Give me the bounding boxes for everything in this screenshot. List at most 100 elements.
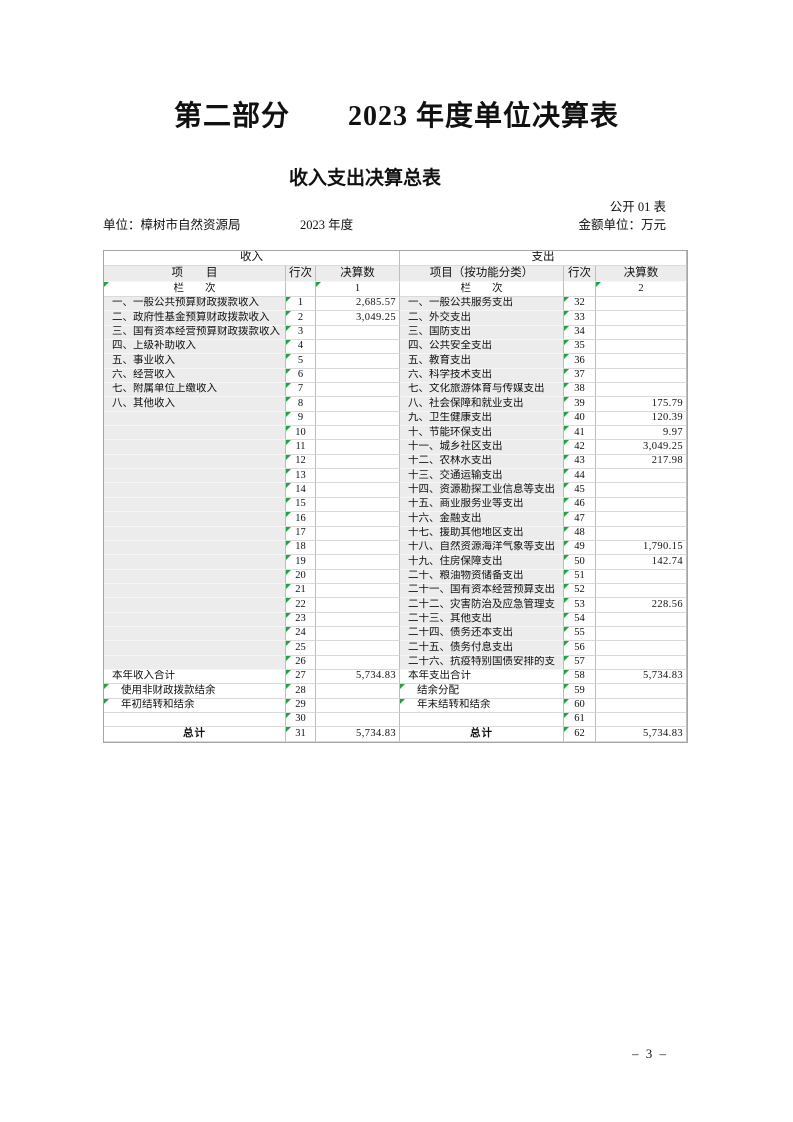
expense-item-cell-text: 八、社会保障和就业支出 <box>408 397 524 409</box>
expense-item-cell: 九、卫生健康支出 <box>400 411 564 427</box>
expense-amount-cell <box>596 612 687 627</box>
expense-rowno-cell-text: 35 <box>574 340 585 352</box>
expense-rowno-column-header: 行次 <box>564 266 596 282</box>
income-section-header-text: 收入 <box>240 251 263 264</box>
income-amount-column-header-text: 决算数 <box>340 266 375 279</box>
cell-error-triangle-icon <box>564 397 569 403</box>
expense-amount-cell <box>596 340 687 355</box>
expense-item-cell: 六、科学技术支出 <box>400 368 564 384</box>
income-rowno-cell: 3 <box>286 325 316 341</box>
income-rowno-cell: 4 <box>286 340 316 355</box>
expense-amount-cell-text: 5,734.83 <box>643 670 683 682</box>
cell-error-triangle-icon <box>564 340 569 346</box>
expense-amount-cell <box>596 684 687 699</box>
income-rowno-cell: 28 <box>286 684 316 699</box>
cell-error-triangle-icon <box>286 383 291 389</box>
year-label: 2023 年度 <box>300 218 354 232</box>
income-rowno-cell: 8 <box>286 397 316 412</box>
expense-rowno-cell: 51 <box>564 569 596 584</box>
expense-rowno-cell-text: 37 <box>574 369 585 381</box>
income-rowno-cell: 30 <box>286 712 316 728</box>
expense-amount-cell-text: 175.79 <box>651 397 683 409</box>
expense-rowno-cell-text: 58 <box>574 670 585 682</box>
income-item-cell <box>104 555 286 570</box>
expense-item-cell-text: 十九、住房保障支出 <box>408 555 503 567</box>
expense-item-cell: 二十五、债务付息支出 <box>400 641 564 656</box>
income-rowno-cell-text: 9 <box>297 412 304 424</box>
income-rowno-column-header: 行次 <box>286 266 316 282</box>
income-item-cell <box>104 426 286 441</box>
income-item-cell: 本年收入合计 <box>104 669 286 685</box>
income-rowno-cell-text: 27 <box>295 670 306 682</box>
cell-error-triangle-icon <box>286 340 291 346</box>
expense-item-cell: 二十三、其他支出 <box>400 612 564 627</box>
expense-lanci-cell: 栏 次 <box>400 282 564 297</box>
income-item-cell: 六、经营收入 <box>104 368 286 384</box>
income-item-cell: 四、上级补助收入 <box>104 340 286 355</box>
cell-error-triangle-icon <box>564 626 569 632</box>
expense-amount-cell <box>596 626 687 642</box>
cell-error-triangle-icon <box>286 583 291 589</box>
cell-error-triangle-icon <box>564 368 569 374</box>
expense-item-cell: 五、教育支出 <box>400 354 564 369</box>
expense-item-cell-text: 二十二、灾害防治及应急管理支 <box>408 598 555 610</box>
cell-error-triangle-icon <box>286 354 291 360</box>
cell-error-triangle-icon <box>564 727 569 733</box>
cell-error-triangle-icon <box>564 497 569 503</box>
income-item-cell: 八、其他收入 <box>104 397 286 412</box>
expense-rowno-cell: 34 <box>564 325 596 341</box>
income-item-cell <box>104 526 286 541</box>
expense-item-cell-text: 三、国防支出 <box>408 326 471 338</box>
expense-item-cell: 总计 <box>400 727 564 742</box>
income-rowno-cell: 19 <box>286 555 316 570</box>
expense-rowno-cell-text: 46 <box>574 498 585 510</box>
income-amount-cell <box>316 569 400 584</box>
expense-item-cell: 二十一、国有资本经营预算支出 <box>400 583 564 599</box>
income-item-cell-text: 五、事业收入 <box>112 354 175 366</box>
expense-item-cell-text: 十四、资源勘探工业信息等支出 <box>408 483 555 495</box>
income-amount-cell: 3,049.25 <box>316 311 400 326</box>
expense-rowno-cell-text: 43 <box>574 455 585 467</box>
income-amount-cell: 5,734.83 <box>316 727 400 742</box>
income-amount-column-header: 决算数 <box>316 266 400 282</box>
expense-item-cell-text: 九、卫生健康支出 <box>408 412 492 424</box>
expense-amount-cell: 1,790.15 <box>596 540 687 556</box>
expense-rowno-cell-text: 53 <box>574 598 585 610</box>
cell-error-triangle-icon <box>104 698 109 704</box>
expense-rowno-cell: 38 <box>564 383 596 398</box>
meta-row: 单位：樟树市自然资源局 2023 年度 金额单位：万元 <box>103 214 666 232</box>
income-lanci-cell: 栏 次 <box>104 282 286 297</box>
expense-rowno-cell-text: 45 <box>574 483 585 495</box>
income-amount-cell <box>316 354 400 369</box>
income-item-cell <box>104 497 286 513</box>
cell-error-triangle-icon <box>286 454 291 460</box>
expense-item-cell: 本年支出合计 <box>400 669 564 685</box>
cell-error-triangle-icon <box>286 411 291 417</box>
cell-error-triangle-icon <box>286 512 291 518</box>
income-rowno-cell-text: 26 <box>295 656 306 668</box>
expense-amount-cell <box>596 698 687 713</box>
expense-amount-cell: 142.74 <box>596 555 687 570</box>
cell-error-triangle-icon <box>564 540 569 546</box>
income-amount-cell <box>316 698 400 713</box>
income-item-cell: 年初结转和结余 <box>104 698 286 713</box>
expense-rowno-cell: 62 <box>564 727 596 742</box>
cell-error-triangle-icon <box>564 325 569 331</box>
cell-error-triangle-icon <box>104 684 109 690</box>
unit-label: 单位：樟树市自然资源局 <box>103 218 241 232</box>
expense-rowno-cell: 42 <box>564 440 596 455</box>
income-amount-cell-text: 5,734.83 <box>356 727 396 739</box>
expense-item-cell-text: 一、一般公共服务支出 <box>408 297 513 309</box>
income-item-column-header: 项 目 <box>104 266 286 282</box>
cell-error-triangle-icon <box>564 655 569 661</box>
income-rowno-cell-text: 6 <box>297 369 304 381</box>
cell-error-triangle-icon <box>286 540 291 546</box>
income-item-cell: 使用非财政拨款结余 <box>104 684 286 699</box>
expense-rowno-cell: 45 <box>564 483 596 498</box>
expense-item-cell: 十五、商业服务业等支出 <box>400 497 564 513</box>
cell-error-triangle-icon <box>286 297 291 302</box>
expense-amount-cell-text: 3,049.25 <box>643 440 683 452</box>
income-rowno-cell-text: 13 <box>295 469 306 481</box>
cell-error-triangle-icon <box>286 440 291 446</box>
expense-rowno-cell: 50 <box>564 555 596 570</box>
